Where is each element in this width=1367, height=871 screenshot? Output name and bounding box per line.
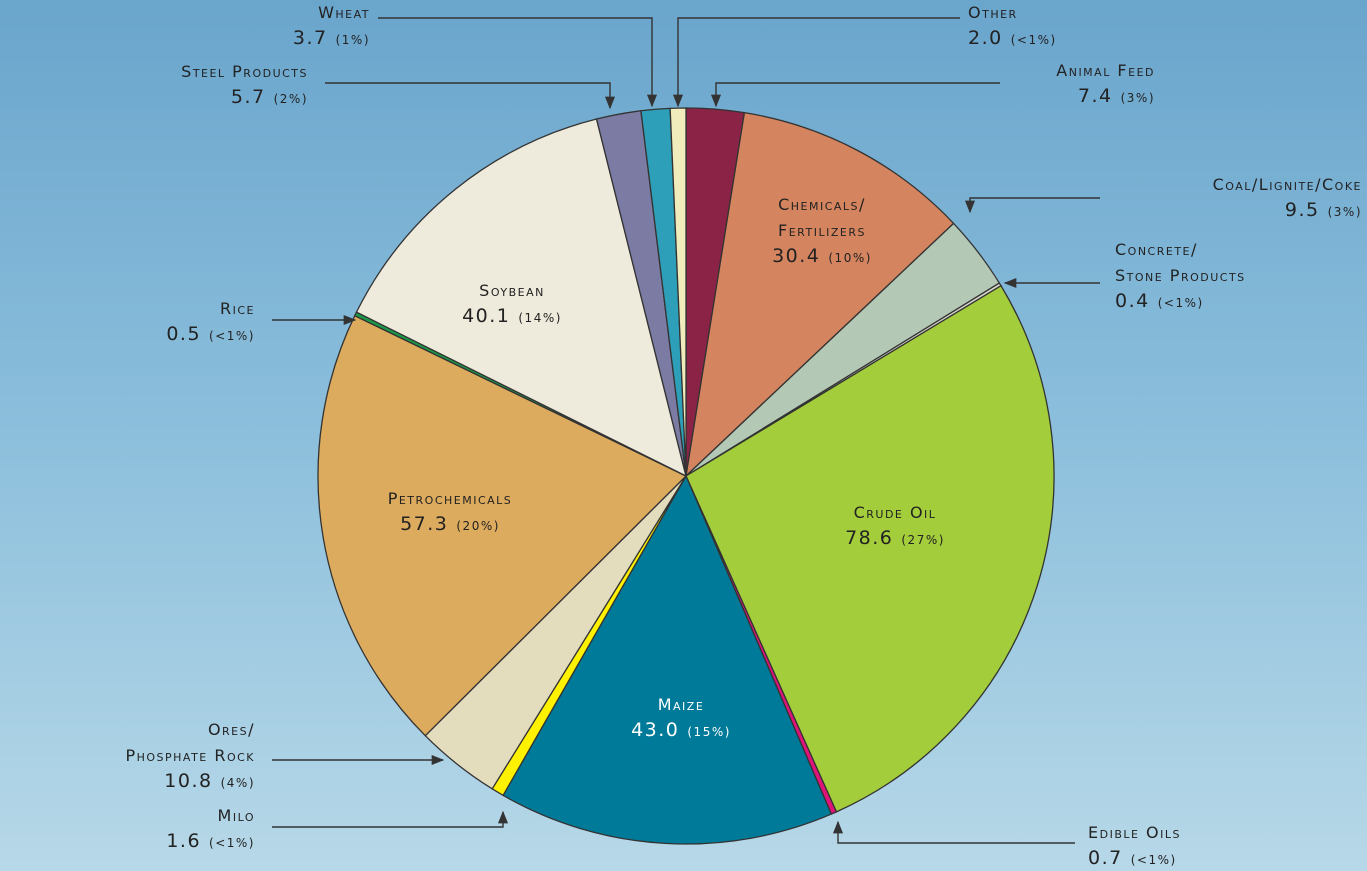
slice-label: Fertilizers	[778, 221, 866, 240]
leader-line	[272, 810, 509, 828]
pie-slice	[502, 474, 833, 845]
slice-value: 1.6 (<1%)	[166, 830, 255, 852]
pie	[317, 107, 1055, 845]
slice-label: Soybean	[479, 281, 545, 300]
percent-label: (4%)	[221, 776, 255, 790]
pie-slice	[669, 107, 687, 477]
slice-label: Chemicals/	[778, 195, 866, 214]
slice-value: 9.5 (3%)	[1285, 199, 1362, 221]
slice-label: Phosphate Rock	[125, 746, 255, 765]
slice-label: Coal/Lignite/Coke	[1213, 175, 1362, 194]
pie-slice	[317, 314, 688, 737]
percent-label: (20%)	[456, 519, 500, 533]
slice-label: Edible Oils	[1088, 823, 1181, 842]
slice-value: 0.4 (<1%)	[1115, 290, 1204, 312]
value-label: 7.4	[1078, 85, 1113, 107]
pie-slice	[355, 118, 687, 478]
value-label: 40.1	[462, 305, 510, 327]
percent-label: (2%)	[274, 92, 308, 106]
slice-label: Wheat	[318, 3, 370, 22]
percent-label: (10%)	[828, 251, 872, 265]
value-label: 57.3	[400, 513, 448, 535]
slice-value: 3.7 (1%)	[293, 27, 370, 49]
slice-value: 40.1 (14%)	[462, 305, 562, 327]
pie-slice	[685, 111, 955, 478]
percent-label: (<1%)	[1158, 296, 1204, 310]
value-label: 0.5	[166, 323, 201, 345]
slice-value: 57.3 (20%)	[400, 513, 500, 535]
slice-label: Milo	[218, 806, 255, 825]
value-label: 78.6	[845, 527, 893, 549]
value-label: 9.5	[1285, 199, 1320, 221]
value-label: 3.7	[293, 27, 328, 49]
slice-label: Steel Products	[181, 62, 308, 81]
slice-label: Other	[968, 3, 1018, 22]
percent-label: (14%)	[518, 311, 562, 325]
value-label: 0.7	[1088, 847, 1123, 869]
value-label: 43.0	[631, 719, 679, 741]
percent-label: (15%)	[687, 725, 731, 739]
value-label: 10.8	[164, 770, 212, 792]
slice-value: 0.5 (<1%)	[166, 323, 255, 345]
percent-label: (<1%)	[209, 329, 255, 343]
slice-value: 2.0 (<1%)	[968, 27, 1057, 49]
value-label: 30.4	[772, 245, 820, 267]
leader-line	[710, 82, 1000, 108]
slice-value: 78.6 (27%)	[845, 527, 945, 549]
value-label: 1.6	[166, 830, 201, 852]
slice-value: 10.8 (4%)	[164, 770, 255, 792]
percent-label: (3%)	[1121, 91, 1155, 105]
leader-line	[378, 17, 658, 108]
percent-label: (3%)	[1328, 205, 1362, 219]
percent-label: (1%)	[336, 33, 370, 47]
slice-value: 7.4 (3%)	[1078, 85, 1155, 107]
value-label: 0.4	[1115, 290, 1150, 312]
leader-line	[325, 82, 616, 110]
percent-label: (27%)	[901, 533, 945, 547]
slice-label: Stone Products	[1115, 266, 1246, 285]
percent-label: (<1%)	[1011, 33, 1057, 47]
leader-line	[672, 17, 960, 108]
slice-label: Rice	[220, 299, 255, 318]
leader-line	[964, 197, 1100, 214]
slice-value: 0.7 (<1%)	[1088, 847, 1177, 869]
value-label: 5.7	[231, 86, 266, 108]
slice-label: Maize	[658, 695, 705, 714]
leader-line	[832, 820, 1075, 844]
percent-label: (<1%)	[1131, 853, 1177, 867]
slice-value: 5.7 (2%)	[231, 86, 308, 108]
slice-label: Petrochemicals	[388, 489, 513, 508]
value-label: 2.0	[968, 27, 1003, 49]
slice-value: 43.0 (15%)	[631, 719, 731, 741]
slice-label: Ores/	[208, 720, 255, 739]
slice-label: Crude Oil	[854, 503, 937, 522]
percent-label: (<1%)	[209, 836, 255, 850]
slice-value: 30.4 (10%)	[772, 245, 872, 267]
labels: Animal Feed 7.4 (3%) Chemicals/Fertilizers 3…	[125, 3, 1362, 869]
slice-label: Animal Feed	[1056, 61, 1155, 80]
slice-label: Concrete/	[1115, 240, 1198, 259]
